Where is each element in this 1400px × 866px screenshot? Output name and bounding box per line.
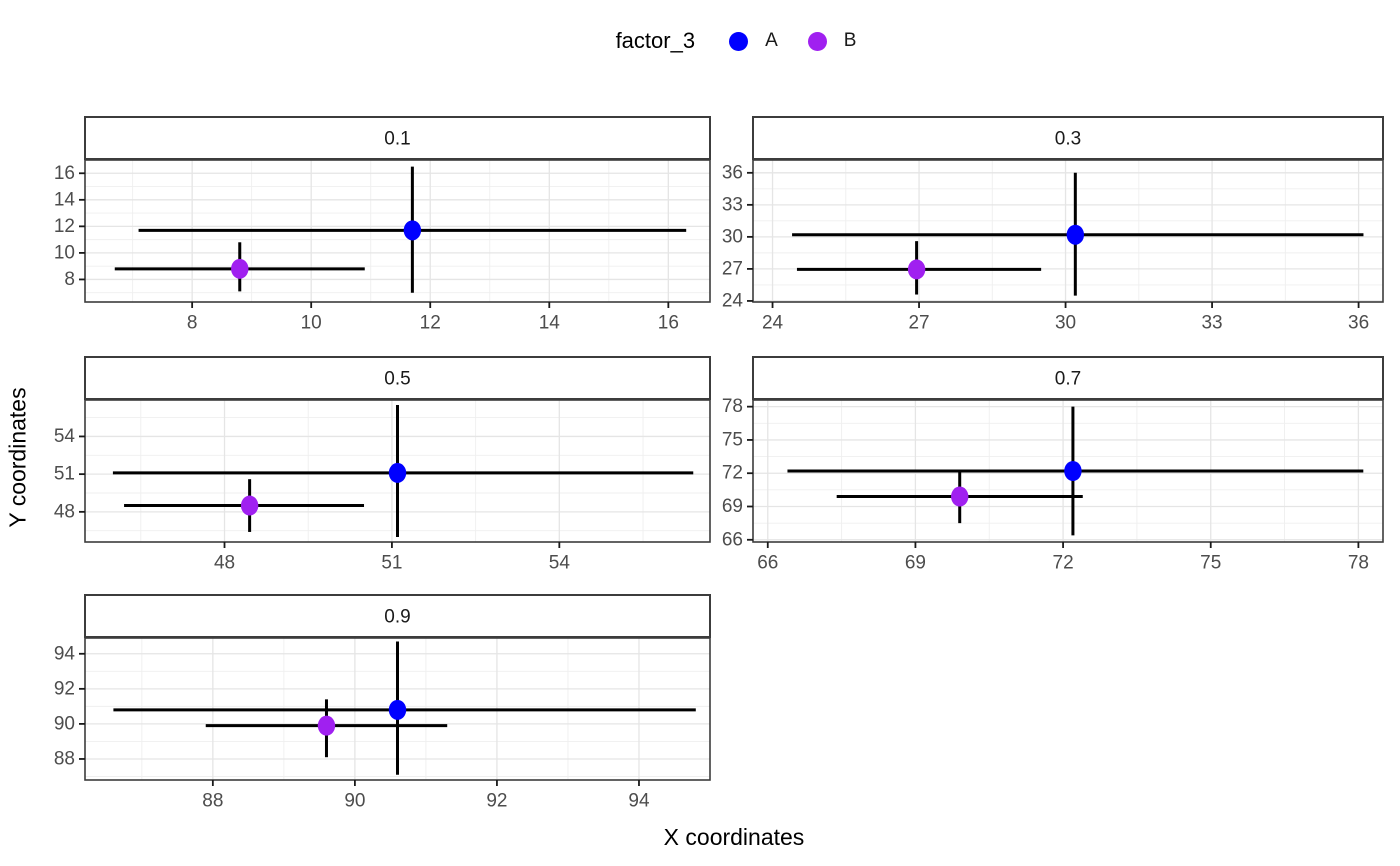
data-layer [792, 172, 1364, 296]
y-tick-label: 75 [722, 429, 743, 450]
y-tick-label: 88 [54, 748, 75, 769]
y-tick-label: 14 [54, 189, 76, 210]
y-tick-label: 78 [722, 396, 743, 417]
y-tick-label: 8 [64, 269, 75, 290]
legend-title: factor_3 [615, 28, 696, 53]
y-tick-label: 30 [722, 226, 743, 247]
facet-strip-label: 0.5 [384, 369, 410, 390]
x-tick-label: 14 [539, 313, 561, 334]
data-layer [114, 166, 687, 293]
x-tick-label: 94 [628, 791, 650, 812]
facet-strip [84, 356, 711, 400]
y-tick-label: 94 [54, 643, 76, 664]
y-tick-label: 69 [722, 496, 743, 517]
x-tick-label: 36 [1348, 313, 1369, 334]
legend-entry: A [729, 30, 778, 52]
data-point [1066, 224, 1085, 245]
legend-key-dot-icon [807, 31, 827, 51]
x-tick-label: 48 [214, 553, 235, 574]
facet-panel: 0.9 88 90 92 94 88 90 92 94 [54, 594, 711, 812]
data-point [388, 462, 407, 483]
x-tick-label: 66 [757, 553, 778, 574]
data-point [1064, 461, 1082, 481]
x-axis-title: X coordinates [663, 824, 805, 850]
facet-panel: 0.3 24 27 30 33 36 24 27 30 33 36 [722, 116, 1384, 334]
legend-entry-label: A [765, 30, 778, 51]
data-point [388, 699, 407, 720]
x-tick-label: 16 [658, 313, 679, 334]
facet-strip [752, 116, 1384, 160]
y-tick-label: 54 [54, 426, 76, 447]
x-tick-label: 33 [1201, 313, 1222, 334]
x-tick-label: 92 [486, 791, 507, 812]
y-tick-label: 51 [54, 464, 75, 485]
y-tick-label: 48 [54, 501, 75, 522]
facet-panel: 0.1 8 10 12 14 16 8 10 12 14 16 [54, 116, 711, 334]
x-tick-label: 51 [381, 553, 402, 574]
y-tick-label: 72 [722, 463, 743, 484]
x-tick-label: 24 [762, 313, 784, 334]
facet-strip-label: 0.3 [1055, 129, 1081, 150]
x-tick-label: 72 [1053, 553, 1074, 574]
facet-strip [752, 356, 1384, 400]
y-tick-label: 27 [722, 258, 743, 279]
x-tick-label: 69 [905, 553, 926, 574]
x-tick-label: 12 [420, 313, 441, 334]
y-tick-label: 33 [722, 194, 743, 215]
data-point [317, 715, 336, 736]
y-tick-label: 66 [722, 529, 743, 550]
data-point [951, 486, 969, 507]
facet-panel: 0.5 48 51 54 48 51 54 [54, 356, 711, 574]
x-tick-label: 75 [1200, 553, 1221, 574]
y-tick-label: 12 [54, 216, 75, 237]
x-tick-label: 90 [344, 791, 365, 812]
x-tick-label: 78 [1348, 553, 1369, 574]
facet-strip-label: 0.9 [384, 607, 410, 628]
facet-panel: 0.7 66 69 72 75 78 66 69 72 75 78 [722, 356, 1384, 574]
legend-entry: B [807, 30, 857, 52]
data-point [231, 258, 249, 279]
y-tick-label: 90 [54, 713, 75, 734]
y-axis-title: Y coordinates [4, 387, 31, 528]
x-tick-label: 27 [908, 313, 929, 334]
data-point [907, 259, 926, 280]
legend-entry-label: B [843, 30, 857, 51]
legend-key-dot-icon [729, 31, 749, 51]
data-point [403, 220, 422, 241]
y-tick-label: 16 [54, 163, 75, 184]
x-tick-label: 8 [187, 313, 198, 334]
x-tick-label: 30 [1055, 313, 1076, 334]
y-tick-label: 10 [54, 242, 75, 263]
facet-strip [84, 594, 711, 638]
facet-strip [84, 116, 711, 160]
data-layer [787, 406, 1364, 536]
y-tick-label: 24 [722, 290, 744, 311]
data-point [240, 495, 259, 516]
facet-strip-label: 0.1 [384, 129, 410, 150]
y-tick-label: 92 [54, 678, 75, 699]
facet-strip-label: 0.7 [1055, 369, 1081, 390]
x-tick-label: 10 [301, 313, 322, 334]
data-layer [112, 405, 694, 537]
y-tick-label: 36 [722, 162, 743, 183]
x-tick-label: 54 [549, 553, 571, 574]
x-tick-label: 88 [202, 791, 223, 812]
data-layer [113, 641, 696, 775]
